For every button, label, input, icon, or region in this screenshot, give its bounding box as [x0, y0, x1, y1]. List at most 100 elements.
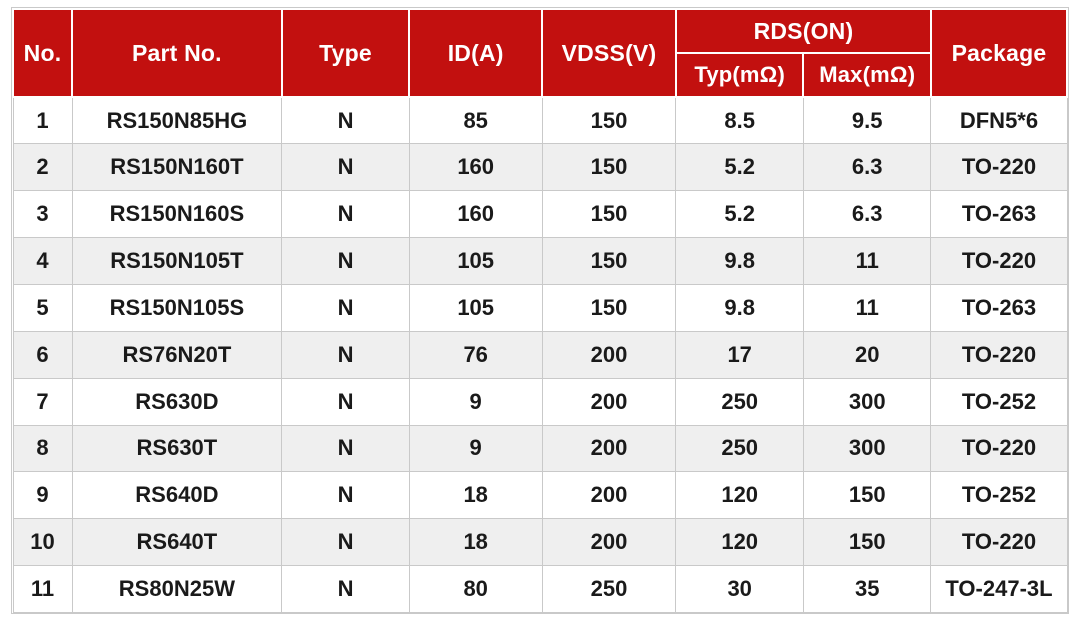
cell-part-no: RS630D [71, 377, 283, 426]
column-header-package: Package [929, 8, 1069, 98]
cell-type: N [281, 237, 410, 285]
cell-id-a: 85 [408, 96, 543, 145]
cell-no: 6 [12, 330, 73, 379]
cell-max-mohm: 20 [802, 330, 932, 379]
cell-typ-mohm: 250 [675, 377, 804, 426]
cell-id-a: 9 [408, 424, 543, 473]
cell-package: DFN5*6 [930, 96, 1068, 145]
cell-type: N [281, 96, 410, 145]
cell-no: 3 [12, 190, 73, 239]
mosfet-product-table: No. Part No. Type ID(A) VDSS(V) RDS(ON) … [11, 8, 1069, 613]
cell-typ-mohm: 5.2 [675, 190, 804, 239]
column-header-id-a: ID(A) [408, 8, 544, 98]
cell-package: TO-220 [930, 237, 1068, 285]
table-row: 3 RS150N160S N 160 150 5.2 6.3 TO-263 [12, 190, 1068, 239]
column-header-typ-mohm: Typ(mΩ) [674, 52, 805, 98]
cell-package: TO-252 [930, 377, 1068, 426]
table-row: 1 RS150N85HG N 85 150 8.5 9.5 DFN5*6 [12, 96, 1068, 145]
table-row: 10 RS640T N 18 200 120 150 TO-220 [12, 518, 1068, 567]
cell-id-a: 160 [408, 143, 543, 192]
cell-package: TO-220 [930, 424, 1068, 473]
cell-type: N [281, 283, 410, 332]
cell-max-mohm: 300 [802, 377, 932, 426]
cell-vdss-v: 150 [541, 143, 677, 192]
column-header-rds-on: RDS(ON) [674, 8, 932, 54]
cell-type: N [281, 377, 410, 426]
cell-package: TO-220 [930, 143, 1068, 192]
cell-typ-mohm: 250 [675, 424, 804, 473]
table-row: 8 RS630T N 9 200 250 300 TO-220 [12, 424, 1068, 473]
cell-package: TO-252 [930, 471, 1068, 520]
cell-max-mohm: 150 [802, 471, 932, 520]
cell-type: N [281, 424, 410, 473]
cell-id-a: 105 [408, 237, 543, 285]
cell-id-a: 80 [408, 565, 543, 613]
cell-type: N [281, 330, 410, 379]
cell-vdss-v: 200 [541, 471, 677, 520]
cell-id-a: 9 [408, 377, 543, 426]
cell-vdss-v: 150 [541, 237, 677, 285]
cell-vdss-v: 250 [541, 565, 677, 613]
cell-typ-mohm: 9.8 [675, 283, 804, 332]
cell-no: 8 [12, 424, 73, 473]
column-header-part-no: Part No. [71, 8, 283, 98]
cell-id-a: 18 [408, 518, 543, 567]
cell-no: 5 [12, 283, 73, 332]
cell-no: 11 [12, 565, 73, 613]
cell-typ-mohm: 120 [675, 471, 804, 520]
table-header: No. Part No. Type ID(A) VDSS(V) RDS(ON) … [11, 8, 1069, 98]
cell-part-no: RS640D [71, 471, 283, 520]
cell-vdss-v: 150 [541, 283, 677, 332]
cell-max-mohm: 6.3 [802, 143, 932, 192]
cell-part-no: RS150N85HG [71, 96, 283, 145]
cell-typ-mohm: 9.8 [675, 237, 804, 285]
table-row: 9 RS640D N 18 200 120 150 TO-252 [12, 471, 1068, 520]
cell-typ-mohm: 120 [675, 518, 804, 567]
cell-no: 9 [12, 471, 73, 520]
table-row: 6 RS76N20T N 76 200 17 20 TO-220 [12, 330, 1068, 379]
cell-vdss-v: 150 [541, 190, 677, 239]
table-row: 4 RS150N105T N 105 150 9.8 11 TO-220 [12, 237, 1068, 285]
cell-no: 4 [12, 237, 73, 285]
cell-id-a: 105 [408, 283, 543, 332]
cell-id-a: 160 [408, 190, 543, 239]
cell-id-a: 18 [408, 471, 543, 520]
cell-part-no: RS640T [71, 518, 283, 567]
cell-typ-mohm: 30 [675, 565, 804, 613]
cell-vdss-v: 200 [541, 424, 677, 473]
cell-typ-mohm: 17 [675, 330, 804, 379]
cell-type: N [281, 471, 410, 520]
cell-vdss-v: 200 [541, 377, 677, 426]
cell-typ-mohm: 5.2 [675, 143, 804, 192]
column-header-max-mohm: Max(mΩ) [802, 52, 932, 98]
table-body: 1 RS150N85HG N 85 150 8.5 9.5 DFN5*6 2 R… [12, 96, 1068, 613]
table-row: 11 RS80N25W N 80 250 30 35 TO-247-3L [12, 565, 1068, 613]
cell-id-a: 76 [408, 330, 543, 379]
cell-type: N [281, 143, 410, 192]
cell-part-no: RS150N105S [71, 283, 283, 332]
cell-part-no: RS150N105T [71, 237, 283, 285]
table-row: 2 RS150N160T N 160 150 5.2 6.3 TO-220 [12, 143, 1068, 192]
cell-no: 10 [12, 518, 73, 567]
cell-package: TO-263 [930, 190, 1068, 239]
cell-package: TO-220 [930, 330, 1068, 379]
cell-part-no: RS76N20T [71, 330, 283, 379]
cell-vdss-v: 200 [541, 330, 677, 379]
cell-part-no: RS630T [71, 424, 283, 473]
cell-no: 1 [12, 96, 73, 145]
cell-part-no: RS80N25W [71, 565, 283, 613]
cell-max-mohm: 150 [802, 518, 932, 567]
cell-typ-mohm: 8.5 [675, 96, 804, 145]
column-header-type: Type [280, 8, 411, 98]
cell-part-no: RS150N160T [71, 143, 283, 192]
cell-type: N [281, 518, 410, 567]
column-header-no: No. [11, 8, 74, 98]
table-row: 5 RS150N105S N 105 150 9.8 11 TO-263 [12, 283, 1068, 332]
cell-max-mohm: 11 [802, 283, 932, 332]
cell-max-mohm: 9.5 [802, 96, 932, 145]
table-row: 7 RS630D N 9 200 250 300 TO-252 [12, 377, 1068, 426]
cell-type: N [281, 565, 410, 613]
cell-part-no: RS150N160S [71, 190, 283, 239]
cell-package: TO-220 [930, 518, 1068, 567]
cell-vdss-v: 150 [541, 96, 677, 145]
